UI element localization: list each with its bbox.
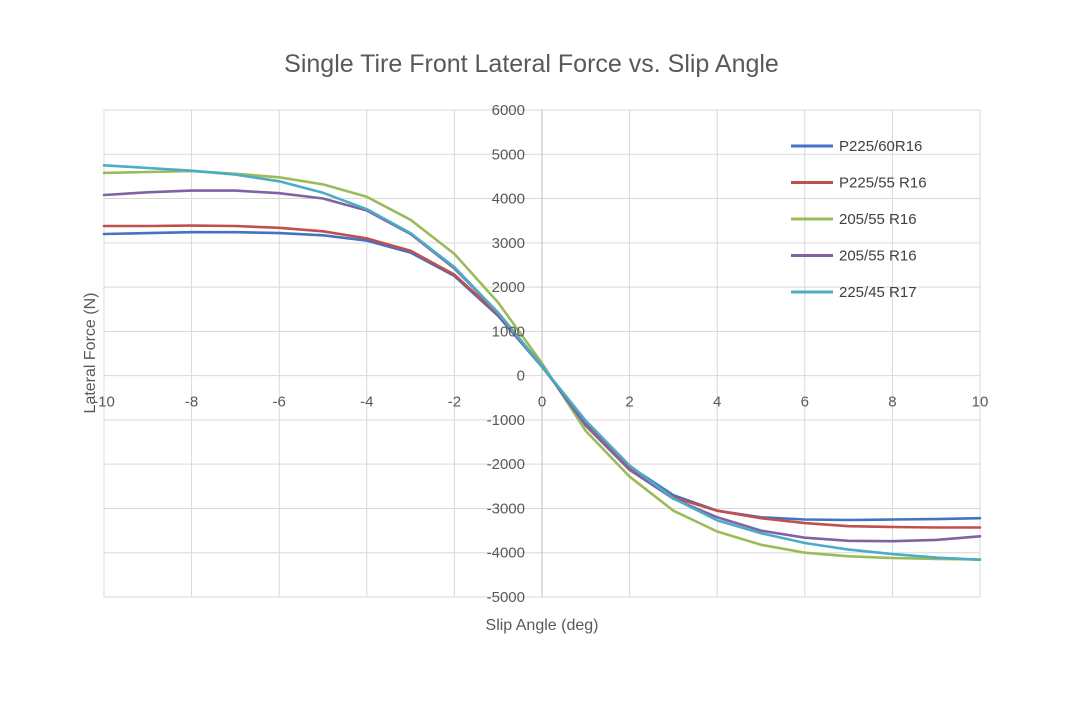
y-tick-label: 6000 [492, 102, 525, 119]
x-tick-label: 6 [801, 394, 809, 411]
y-tick-label: 3000 [492, 235, 525, 252]
x-tick-label: 10 [972, 394, 989, 411]
x-tick-label: 0 [538, 394, 546, 411]
x-tick-label: -2 [448, 394, 461, 411]
legend-label-1: P225/60R16 [839, 138, 922, 155]
x-tick-label: -10 [93, 394, 115, 411]
legend-label-5: 225/45 R17 [839, 284, 917, 301]
legend: P225/60R16 P225/55 R16 205/55 R16 205/55 R1… [791, 138, 927, 301]
y-tick-label: 1000 [492, 323, 525, 340]
y-tick-label: -1000 [487, 412, 525, 429]
y-tick-label: 5000 [492, 146, 525, 163]
x-tick-label: -6 [273, 394, 286, 411]
y-tick-label: -3000 [487, 500, 525, 517]
x-tick-label: 2 [625, 394, 633, 411]
x-tick-labels: -10 -8 -6 -4 -2 0 2 4 6 8 10 [93, 394, 988, 411]
legend-label-3: 205/55 R16 [839, 211, 917, 228]
y-tick-label: -2000 [487, 456, 525, 473]
y-tick-label: -5000 [487, 589, 525, 606]
x-axis-title: Slip Angle (deg) [486, 617, 599, 634]
x-tick-label: -8 [185, 394, 198, 411]
series-line-3 [102, 169, 982, 561]
y-tick-label: 2000 [492, 279, 525, 296]
series-line-5 [102, 164, 982, 562]
x-tick-label: -4 [360, 394, 373, 411]
x-tick-label: 4 [713, 394, 721, 411]
legend-label-4: 205/55 R16 [839, 248, 917, 265]
chart-title: Single Tire Front Lateral Force vs. Slip… [284, 50, 779, 78]
y-tick-label: 0 [517, 368, 525, 385]
y-axis-title: Lateral Force (N) [82, 293, 99, 414]
y-tick-label: -4000 [487, 545, 525, 562]
y-tick-label: 4000 [492, 191, 525, 208]
legend-label-2: P225/55 R16 [839, 175, 927, 192]
x-tick-label: 8 [888, 394, 896, 411]
y-tick-labels: -5000 -4000 -3000 -2000 -1000 0 1000 2000 3000 40… [487, 102, 525, 606]
series-lines [102, 164, 982, 562]
